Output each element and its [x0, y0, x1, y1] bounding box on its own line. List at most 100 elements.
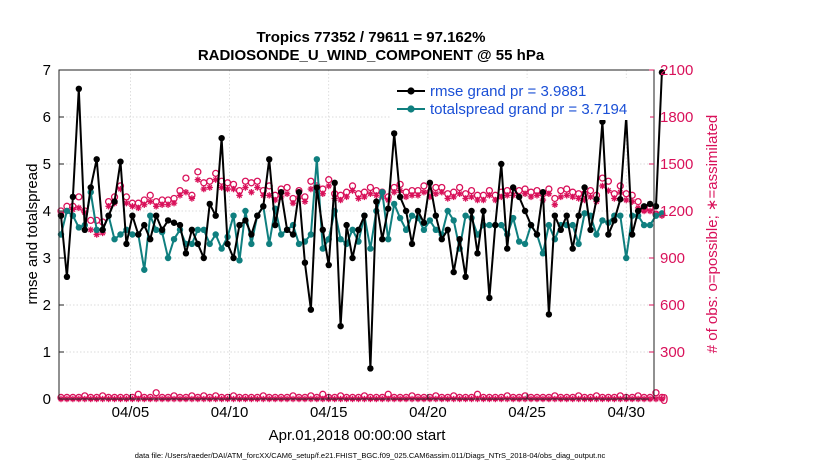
y-tick-label: 0	[43, 391, 51, 408]
obs-assimilated-point	[486, 192, 493, 199]
legend: rmse grand pr = 3.9881 totalspread grand…	[390, 78, 650, 120]
rmse-point	[194, 240, 202, 248]
rmse-point	[420, 219, 428, 226]
totalspread-point	[498, 221, 505, 229]
rmse-point	[367, 365, 374, 372]
obs-assimilated-point-stroke	[534, 192, 540, 199]
rmse-point	[438, 236, 445, 243]
obs-assimilated-point-stroke	[445, 195, 451, 202]
obs-assimilated-point-stroke	[207, 184, 213, 191]
y-tick-label: 1	[43, 344, 51, 361]
totalspread-point	[367, 245, 374, 252]
obs-assimilated-point	[188, 195, 196, 202]
obs-assimilated-point	[557, 193, 564, 201]
rmse-point	[158, 226, 166, 233]
obs-assimilated-point-stroke	[308, 186, 314, 192]
obs-assimilated-point	[504, 192, 511, 199]
obs-possible-point	[87, 216, 95, 225]
obs-possible-point	[563, 185, 571, 193]
obs-assimilated-point-stroke	[361, 194, 368, 200]
obs-assimilated-point	[152, 203, 160, 210]
obs-assimilated-point-stroke	[105, 203, 112, 209]
obs-assimilated-point-stroke	[546, 191, 552, 197]
rmse-point	[123, 240, 130, 248]
totalspread-point	[420, 226, 428, 233]
rmse-point	[640, 203, 648, 210]
obs-assimilated-point	[438, 189, 445, 196]
obs-assimilated-point	[420, 189, 428, 196]
rmse-point	[557, 226, 564, 233]
obs-assimilated-point-stroke	[242, 184, 249, 191]
totalspread-point	[462, 212, 469, 219]
rmse-point	[605, 231, 612, 238]
obs-assimilated-point-stroke	[177, 192, 183, 199]
rmse-point	[504, 245, 511, 252]
totalspread-point	[379, 189, 386, 196]
obs-assimilated-point-stroke	[456, 191, 463, 197]
legend-spread-label: totalspread grand pr = 3.7194	[430, 101, 627, 118]
obs-assimilated-point	[182, 189, 190, 196]
obs-assimilated-point	[432, 190, 440, 197]
obs-assimilated-point	[444, 195, 451, 202]
obs-assimilated-point	[194, 176, 202, 183]
obs-assimilated-point-stroke	[480, 197, 487, 203]
rmse-point	[468, 207, 475, 215]
totalspread-point	[164, 254, 172, 262]
obs-assimilated-point	[200, 185, 207, 193]
totalspread-point	[194, 226, 202, 233]
obs-assimilated-point-stroke	[492, 197, 499, 203]
y2-tick-label: 1200	[660, 203, 693, 220]
rmse-point	[254, 212, 261, 219]
obs-assimilated-point	[266, 192, 273, 199]
rmse-point	[105, 212, 112, 219]
rmse-point	[135, 231, 142, 238]
obs-possible-point	[551, 194, 559, 203]
obs-assimilated-point-stroke	[409, 192, 415, 199]
obs-assimilated-point	[301, 198, 309, 205]
obs-possible-point	[325, 176, 333, 184]
totalspread-point	[242, 207, 249, 215]
totalspread-point	[646, 221, 654, 229]
totalspread-point	[402, 226, 410, 233]
totalspread-point	[450, 217, 457, 224]
obs-assimilated-point-stroke	[290, 200, 296, 206]
totalspread-point	[266, 240, 273, 248]
obs-assimilated-point	[575, 195, 582, 202]
obs-assimilated-point-stroke	[93, 231, 100, 238]
obs-assimilated-point	[343, 193, 350, 201]
rmse-point	[147, 236, 154, 243]
obs-assimilated-point	[414, 192, 422, 199]
rmse-point	[444, 226, 451, 233]
rmse-point	[63, 273, 71, 280]
obs-assimilated-point-stroke	[147, 198, 153, 205]
rmse-point	[355, 226, 362, 233]
totalspread-point	[599, 217, 606, 224]
rmse-point	[521, 207, 529, 215]
rmse-point	[450, 268, 457, 276]
obs-assimilated-point-stroke	[528, 194, 534, 200]
y2-tick-label: 600	[660, 297, 685, 314]
obs-assimilated-point	[373, 192, 380, 199]
obs-assimilated-point-stroke	[373, 192, 380, 199]
totalspread-point	[581, 210, 588, 217]
obs-assimilated-point-stroke	[88, 227, 94, 233]
totalspread-point	[408, 212, 416, 219]
rmse-point	[313, 184, 321, 191]
obs-assimilated-point-stroke	[129, 203, 136, 209]
rmse-point	[408, 240, 416, 248]
obs-assimilated-point-stroke	[76, 205, 82, 211]
rmse-point	[69, 193, 77, 201]
obs-assimilated-point-stroke	[224, 186, 231, 192]
totalspread-point	[63, 207, 71, 215]
obs-assimilated-point-stroke	[552, 202, 558, 208]
y-tick-label: 3	[43, 250, 51, 267]
rmse-point	[474, 250, 481, 257]
totalspread-point	[188, 240, 196, 248]
obs-possible-point	[247, 179, 256, 187]
totalspread-point	[426, 217, 434, 224]
obs-assimilated-point-stroke	[575, 195, 582, 202]
rmse-point	[188, 226, 196, 233]
totalspread-point	[75, 224, 83, 231]
obs-assimilated-point-stroke	[611, 195, 618, 202]
obs-assimilated-point	[212, 176, 219, 183]
